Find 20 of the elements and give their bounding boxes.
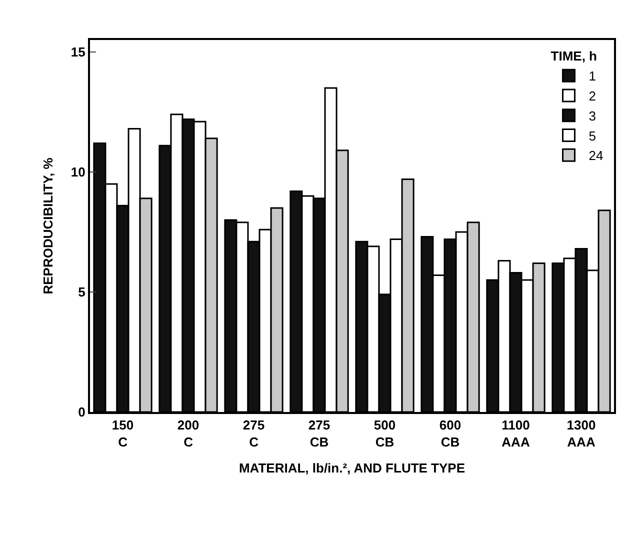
legend-label: 3 bbox=[588, 108, 596, 124]
x-axis-title: MATERIAL, lb/in.², AND FLUTE TYPE bbox=[238, 460, 466, 476]
legend-label: 5 bbox=[588, 128, 596, 144]
legend-title: TIME, h bbox=[550, 48, 598, 64]
x-tick-label: 275 C bbox=[242, 418, 265, 450]
x-tick-label: 275 CB bbox=[308, 418, 330, 450]
legend-label: 1 bbox=[588, 68, 596, 84]
x-tick-label: 1100 AAA bbox=[502, 418, 530, 450]
x-tick-label: 500 CB bbox=[374, 418, 396, 450]
legend-label: 24 bbox=[588, 148, 604, 164]
x-tick-label: 1300 AAA bbox=[566, 418, 596, 450]
y-tick-label: 5 bbox=[78, 284, 86, 300]
y-axis-title: REPRODUCIBILITY, % bbox=[40, 157, 56, 294]
x-tick-label: 200 C bbox=[177, 418, 200, 450]
x-tick-label: 150 C bbox=[112, 418, 134, 450]
y-tick-label: 10 bbox=[70, 164, 86, 180]
y-tick-label: 0 bbox=[78, 404, 86, 420]
x-tick-label: 600 CB bbox=[439, 418, 462, 450]
y-tick-label: 15 bbox=[70, 44, 86, 60]
legend-label: 2 bbox=[588, 88, 596, 104]
